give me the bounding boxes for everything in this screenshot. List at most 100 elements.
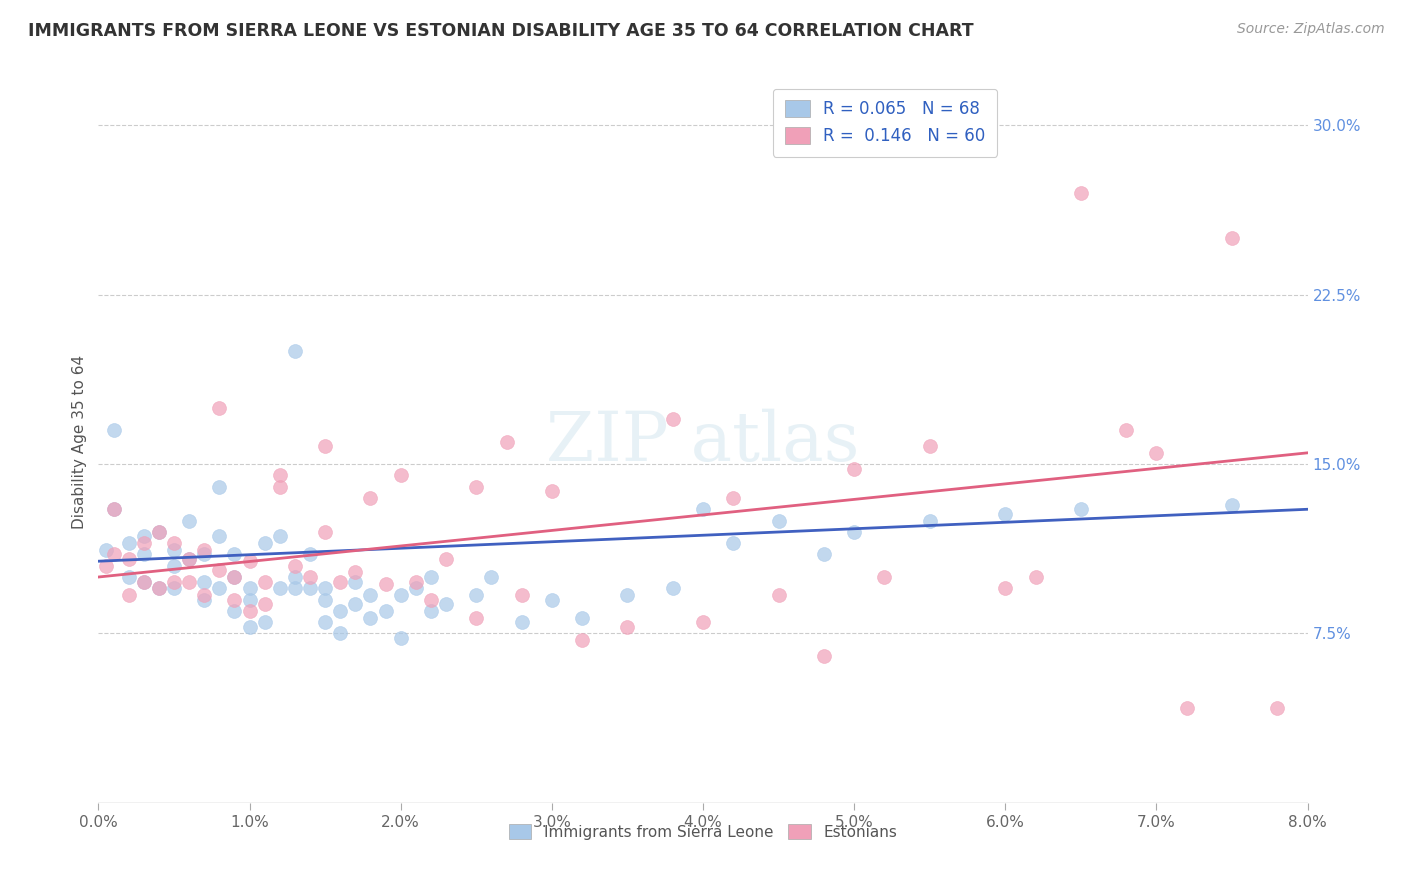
Point <box>571 633 593 648</box>
Point <box>813 548 835 562</box>
Point <box>179 552 201 566</box>
Point <box>224 548 246 562</box>
Point <box>224 592 246 607</box>
Point <box>510 615 533 630</box>
Point <box>253 597 276 611</box>
Point <box>389 588 412 602</box>
Point <box>1070 186 1092 201</box>
Point <box>239 592 262 607</box>
Point <box>374 604 396 618</box>
Point <box>193 588 215 602</box>
Point <box>208 401 231 415</box>
Point <box>692 502 714 516</box>
Point <box>1220 498 1243 512</box>
Point <box>299 548 322 562</box>
Point <box>540 592 562 607</box>
Point <box>481 570 503 584</box>
Point <box>193 542 215 557</box>
Point <box>768 514 790 528</box>
Point <box>420 570 443 584</box>
Point <box>1115 423 1137 437</box>
Point <box>405 574 427 589</box>
Point <box>103 502 125 516</box>
Point <box>253 615 276 630</box>
Point <box>132 529 155 543</box>
Point <box>103 423 125 437</box>
Point <box>692 615 714 630</box>
Point <box>239 620 262 634</box>
Point <box>571 610 593 624</box>
Point <box>994 582 1017 596</box>
Point <box>94 558 117 573</box>
Point <box>1220 231 1243 245</box>
Point <box>208 582 231 596</box>
Point <box>1146 446 1168 460</box>
Point <box>540 484 562 499</box>
Point <box>284 570 307 584</box>
Point <box>148 582 170 596</box>
Point <box>344 574 367 589</box>
Point <box>299 582 322 596</box>
Point <box>103 502 125 516</box>
Point <box>314 582 336 596</box>
Point <box>918 439 941 453</box>
Point <box>208 563 231 577</box>
Point <box>179 574 201 589</box>
Text: Source: ZipAtlas.com: Source: ZipAtlas.com <box>1237 22 1385 37</box>
Legend: Immigrants from Sierra Leone, Estonians: Immigrants from Sierra Leone, Estonians <box>502 818 904 846</box>
Point <box>374 576 396 591</box>
Point <box>269 468 291 483</box>
Point <box>208 529 231 543</box>
Point <box>132 574 155 589</box>
Point <box>420 604 443 618</box>
Point <box>495 434 517 449</box>
Point <box>239 582 262 596</box>
Point <box>661 412 683 426</box>
Point <box>163 574 186 589</box>
Point <box>132 536 155 550</box>
Point <box>208 480 231 494</box>
Point <box>405 582 427 596</box>
Point <box>723 491 745 505</box>
Point <box>193 592 215 607</box>
Point <box>465 588 488 602</box>
Point <box>314 524 336 539</box>
Point <box>465 610 488 624</box>
Point <box>873 570 896 584</box>
Point <box>253 574 276 589</box>
Point <box>148 582 170 596</box>
Point <box>148 524 170 539</box>
Point <box>132 548 155 562</box>
Text: IMMIGRANTS FROM SIERRA LEONE VS ESTONIAN DISABILITY AGE 35 TO 64 CORRELATION CHA: IMMIGRANTS FROM SIERRA LEONE VS ESTONIAN… <box>28 22 974 40</box>
Point <box>163 542 186 557</box>
Y-axis label: Disability Age 35 to 64: Disability Age 35 to 64 <box>72 354 87 529</box>
Point <box>132 574 155 589</box>
Point <box>224 570 246 584</box>
Point <box>389 468 412 483</box>
Point <box>118 570 141 584</box>
Point <box>329 574 352 589</box>
Point <box>329 604 352 618</box>
Point <box>661 582 683 596</box>
Point <box>360 491 382 505</box>
Point <box>1267 701 1289 715</box>
Point <box>1070 502 1092 516</box>
Point <box>284 582 307 596</box>
Point <box>768 588 790 602</box>
Point <box>314 439 336 453</box>
Point <box>994 507 1017 521</box>
Point <box>1175 701 1198 715</box>
Point <box>103 548 125 562</box>
Point <box>269 529 291 543</box>
Point <box>918 514 941 528</box>
Point <box>616 620 638 634</box>
Point <box>118 588 141 602</box>
Point <box>163 536 186 550</box>
Point <box>723 536 745 550</box>
Point <box>224 570 246 584</box>
Point <box>434 597 457 611</box>
Point <box>344 597 367 611</box>
Point <box>179 514 201 528</box>
Point <box>360 588 382 602</box>
Text: ZIP atlas: ZIP atlas <box>547 409 859 475</box>
